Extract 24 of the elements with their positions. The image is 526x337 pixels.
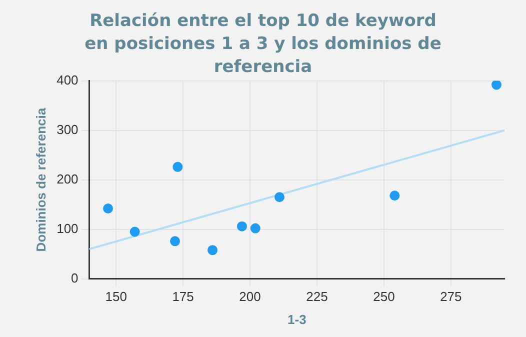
chart-title: Relación entre el top 10 de keyword en posiciones 1 a 3 y los dominios de referencia [84,10,442,79]
y-tick-label: 300 [56,122,78,137]
point [208,245,218,256]
point [130,226,140,237]
y-tick-label: 400 [56,72,78,88]
point [236,221,247,232]
point [274,192,284,202]
x-tick-label: 150 [105,289,127,304]
point [491,80,502,90]
point [390,190,400,201]
point [103,204,114,214]
point [250,223,260,234]
x-tick-label: 200 [239,289,261,304]
x-tick-label: 175 [172,289,194,304]
y-axis-title: Dominios de referencia [33,107,48,252]
x-tick-label: 250 [373,289,395,304]
point [172,162,183,172]
point [170,236,180,246]
y-tick-label: 0 [71,270,78,286]
x-tick-label: 275 [440,289,462,304]
y-tick-label: 200 [56,171,78,186]
x-tick-label: 225 [306,289,328,304]
x-axis-title: 1-3 [287,312,306,327]
y-tick-label: 100 [56,220,78,236]
